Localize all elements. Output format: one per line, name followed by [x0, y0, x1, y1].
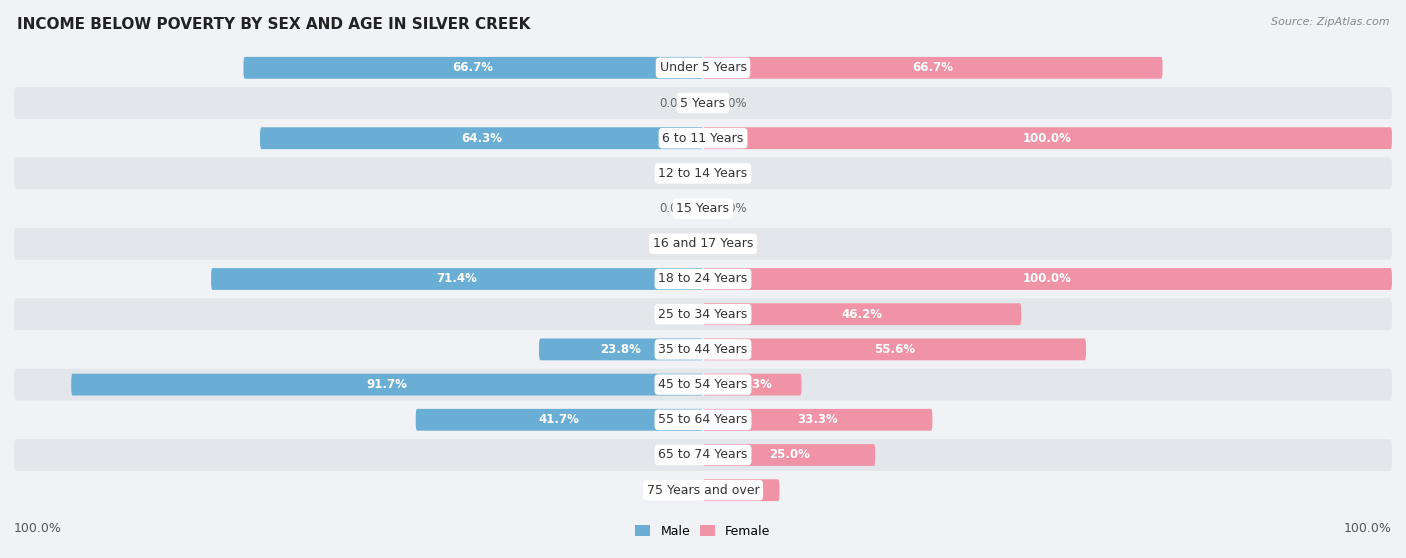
Text: 23.8%: 23.8%: [600, 343, 641, 356]
Text: 0.0%: 0.0%: [717, 202, 747, 215]
Text: 0.0%: 0.0%: [659, 484, 689, 497]
Text: 0.0%: 0.0%: [717, 167, 747, 180]
Text: 35 to 44 Years: 35 to 44 Years: [658, 343, 748, 356]
Text: 65 to 74 Years: 65 to 74 Years: [658, 449, 748, 461]
Text: INCOME BELOW POVERTY BY SEX AND AGE IN SILVER CREEK: INCOME BELOW POVERTY BY SEX AND AGE IN S…: [17, 17, 530, 32]
FancyBboxPatch shape: [211, 268, 703, 290]
FancyBboxPatch shape: [14, 439, 1392, 471]
Text: 0.0%: 0.0%: [659, 167, 689, 180]
FancyBboxPatch shape: [14, 87, 1392, 119]
Text: 41.7%: 41.7%: [538, 413, 579, 426]
Text: Under 5 Years: Under 5 Years: [659, 61, 747, 74]
Text: 0.0%: 0.0%: [659, 449, 689, 461]
FancyBboxPatch shape: [14, 52, 1392, 84]
FancyBboxPatch shape: [703, 339, 1085, 360]
Text: 75 Years and over: 75 Years and over: [647, 484, 759, 497]
FancyBboxPatch shape: [416, 409, 703, 431]
Text: 6 to 11 Years: 6 to 11 Years: [662, 132, 744, 145]
FancyBboxPatch shape: [703, 444, 875, 466]
Text: 12 to 14 Years: 12 to 14 Years: [658, 167, 748, 180]
FancyBboxPatch shape: [703, 127, 1392, 149]
Text: 46.2%: 46.2%: [842, 307, 883, 321]
Text: 0.0%: 0.0%: [659, 307, 689, 321]
FancyBboxPatch shape: [14, 369, 1392, 401]
FancyBboxPatch shape: [703, 57, 1163, 79]
Text: 0.0%: 0.0%: [717, 237, 747, 251]
FancyBboxPatch shape: [14, 299, 1392, 330]
Text: Source: ZipAtlas.com: Source: ZipAtlas.com: [1271, 17, 1389, 27]
Text: 0.0%: 0.0%: [717, 97, 747, 109]
Text: 100.0%: 100.0%: [1344, 522, 1392, 535]
Text: 66.7%: 66.7%: [912, 61, 953, 74]
FancyBboxPatch shape: [260, 127, 703, 149]
FancyBboxPatch shape: [72, 374, 703, 396]
Text: 14.3%: 14.3%: [731, 378, 773, 391]
FancyBboxPatch shape: [14, 193, 1392, 224]
Text: 55.6%: 55.6%: [875, 343, 915, 356]
Text: 64.3%: 64.3%: [461, 132, 502, 145]
FancyBboxPatch shape: [703, 268, 1392, 290]
Text: 0.0%: 0.0%: [659, 97, 689, 109]
Text: 25 to 34 Years: 25 to 34 Years: [658, 307, 748, 321]
Text: 45 to 54 Years: 45 to 54 Years: [658, 378, 748, 391]
Legend: Male, Female: Male, Female: [630, 519, 776, 543]
FancyBboxPatch shape: [14, 122, 1392, 154]
FancyBboxPatch shape: [243, 57, 703, 79]
Text: 11.1%: 11.1%: [721, 484, 762, 497]
FancyBboxPatch shape: [703, 374, 801, 396]
Text: 5 Years: 5 Years: [681, 97, 725, 109]
FancyBboxPatch shape: [14, 404, 1392, 436]
FancyBboxPatch shape: [703, 304, 1021, 325]
Text: 16 and 17 Years: 16 and 17 Years: [652, 237, 754, 251]
FancyBboxPatch shape: [14, 157, 1392, 189]
Text: 0.0%: 0.0%: [659, 202, 689, 215]
Text: 15 Years: 15 Years: [676, 202, 730, 215]
Text: 71.4%: 71.4%: [437, 272, 478, 286]
Text: 55 to 64 Years: 55 to 64 Years: [658, 413, 748, 426]
FancyBboxPatch shape: [538, 339, 703, 360]
FancyBboxPatch shape: [703, 409, 932, 431]
Text: 25.0%: 25.0%: [769, 449, 810, 461]
Text: 33.3%: 33.3%: [797, 413, 838, 426]
Text: 91.7%: 91.7%: [367, 378, 408, 391]
FancyBboxPatch shape: [14, 228, 1392, 259]
FancyBboxPatch shape: [703, 479, 779, 501]
Text: 18 to 24 Years: 18 to 24 Years: [658, 272, 748, 286]
FancyBboxPatch shape: [14, 263, 1392, 295]
FancyBboxPatch shape: [14, 334, 1392, 365]
Text: 66.7%: 66.7%: [453, 61, 494, 74]
FancyBboxPatch shape: [14, 474, 1392, 506]
Text: 100.0%: 100.0%: [1024, 132, 1071, 145]
Text: 100.0%: 100.0%: [1024, 272, 1071, 286]
Text: 0.0%: 0.0%: [659, 237, 689, 251]
Text: 100.0%: 100.0%: [14, 522, 62, 535]
